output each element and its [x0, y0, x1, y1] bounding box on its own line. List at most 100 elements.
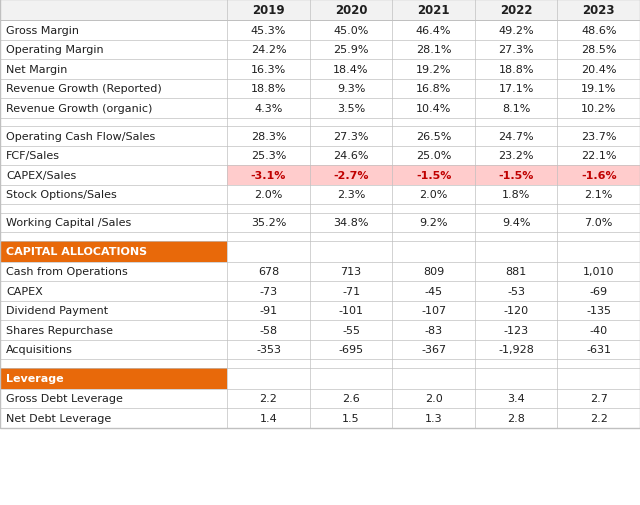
Text: -1.5%: -1.5% [416, 170, 451, 180]
Text: 48.6%: 48.6% [581, 26, 616, 36]
Text: Net Debt Leverage: Net Debt Leverage [6, 413, 111, 423]
Text: 28.3%: 28.3% [251, 131, 286, 141]
Text: 2.2: 2.2 [590, 413, 607, 423]
Text: 2.2: 2.2 [260, 393, 277, 403]
Text: -40: -40 [589, 325, 608, 335]
Text: -2.7%: -2.7% [333, 170, 369, 180]
Text: 2.3%: 2.3% [337, 190, 365, 200]
Text: Revenue Growth (Reported): Revenue Growth (Reported) [6, 84, 162, 94]
Bar [227, 166, 310, 185]
Text: 24.2%: 24.2% [251, 45, 286, 55]
Text: 27.3%: 27.3% [499, 45, 534, 55]
Text: 9.4%: 9.4% [502, 218, 531, 228]
Text: 23.7%: 23.7% [581, 131, 616, 141]
Text: 18.4%: 18.4% [333, 65, 369, 75]
Text: 2.1%: 2.1% [584, 190, 613, 200]
Text: 17.1%: 17.1% [499, 84, 534, 94]
Text: 2.0: 2.0 [425, 393, 442, 403]
Text: 2.6: 2.6 [342, 393, 360, 403]
Text: 19.1%: 19.1% [581, 84, 616, 94]
Text: -91: -91 [259, 306, 278, 316]
Bar [0, 241, 227, 262]
Text: -1,928: -1,928 [498, 344, 534, 355]
Text: -120: -120 [504, 306, 529, 316]
Text: -631: -631 [586, 344, 611, 355]
Bar [310, 166, 392, 185]
Text: 2021: 2021 [417, 4, 450, 17]
Text: 678: 678 [258, 267, 279, 277]
Text: 25.0%: 25.0% [416, 151, 451, 161]
Text: 8.1%: 8.1% [502, 104, 531, 114]
Text: 24.7%: 24.7% [499, 131, 534, 141]
Text: -367: -367 [421, 344, 446, 355]
Text: -101: -101 [339, 306, 364, 316]
Bar [227, 241, 640, 262]
Text: 46.4%: 46.4% [416, 26, 451, 36]
Text: 2023: 2023 [582, 4, 615, 17]
Text: Acquisitions: Acquisitions [6, 344, 73, 355]
Text: 1.5: 1.5 [342, 413, 360, 423]
Text: 4.3%: 4.3% [254, 104, 283, 114]
Text: 25.3%: 25.3% [251, 151, 286, 161]
Text: CAPEX: CAPEX [6, 286, 43, 296]
Text: 1.4: 1.4 [260, 413, 277, 423]
Text: 2.8: 2.8 [508, 413, 525, 423]
Text: -353: -353 [256, 344, 281, 355]
Text: 16.8%: 16.8% [416, 84, 451, 94]
Bar [0, 368, 227, 389]
Text: 3.5%: 3.5% [337, 104, 365, 114]
Text: 2.0%: 2.0% [254, 190, 283, 200]
Text: Shares Repurchase: Shares Repurchase [6, 325, 113, 335]
Text: 7.0%: 7.0% [584, 218, 613, 228]
Text: 1.3: 1.3 [425, 413, 442, 423]
Text: 881: 881 [506, 267, 527, 277]
Text: 10.2%: 10.2% [581, 104, 616, 114]
Text: 16.3%: 16.3% [251, 65, 286, 75]
Text: 20.4%: 20.4% [581, 65, 616, 75]
Text: 23.2%: 23.2% [499, 151, 534, 161]
Text: -58: -58 [259, 325, 278, 335]
Bar [392, 166, 475, 185]
Text: 35.2%: 35.2% [251, 218, 286, 228]
Text: 10.4%: 10.4% [416, 104, 451, 114]
Text: 2.0%: 2.0% [419, 190, 448, 200]
Text: 25.9%: 25.9% [333, 45, 369, 55]
Text: 2019: 2019 [252, 4, 285, 17]
Text: 28.1%: 28.1% [416, 45, 451, 55]
Text: FCF/Sales: FCF/Sales [6, 151, 60, 161]
Text: Net Margin: Net Margin [6, 65, 67, 75]
Text: Operating Margin: Operating Margin [6, 45, 104, 55]
Text: Dividend Payment: Dividend Payment [6, 306, 108, 316]
Text: 22.1%: 22.1% [581, 151, 616, 161]
Text: -53: -53 [507, 286, 525, 296]
Text: 19.2%: 19.2% [416, 65, 451, 75]
Bar [0, 0, 640, 21]
Text: 809: 809 [423, 267, 444, 277]
Text: 1,010: 1,010 [583, 267, 614, 277]
Text: 49.2%: 49.2% [499, 26, 534, 36]
Text: Cash from Operations: Cash from Operations [6, 267, 128, 277]
Text: -107: -107 [421, 306, 446, 316]
Text: Revenue Growth (organic): Revenue Growth (organic) [6, 104, 152, 114]
Text: -69: -69 [589, 286, 608, 296]
Text: -135: -135 [586, 306, 611, 316]
Text: 1.8%: 1.8% [502, 190, 531, 200]
Bar [475, 166, 557, 185]
Text: 18.8%: 18.8% [251, 84, 286, 94]
Text: 2.7: 2.7 [590, 393, 607, 403]
Text: 45.0%: 45.0% [333, 26, 369, 36]
Text: Operating Cash Flow/Sales: Operating Cash Flow/Sales [6, 131, 156, 141]
Text: 9.2%: 9.2% [419, 218, 448, 228]
Text: -83: -83 [424, 325, 443, 335]
Text: Working Capital /Sales: Working Capital /Sales [6, 218, 131, 228]
Text: CAPEX/Sales: CAPEX/Sales [6, 170, 76, 180]
Text: 27.3%: 27.3% [333, 131, 369, 141]
Text: -45: -45 [424, 286, 443, 296]
Text: -55: -55 [342, 325, 360, 335]
Text: Leverage: Leverage [6, 373, 63, 383]
Text: -695: -695 [339, 344, 364, 355]
Text: -1.5%: -1.5% [499, 170, 534, 180]
Text: -123: -123 [504, 325, 529, 335]
Text: 2020: 2020 [335, 4, 367, 17]
Text: -73: -73 [259, 286, 278, 296]
